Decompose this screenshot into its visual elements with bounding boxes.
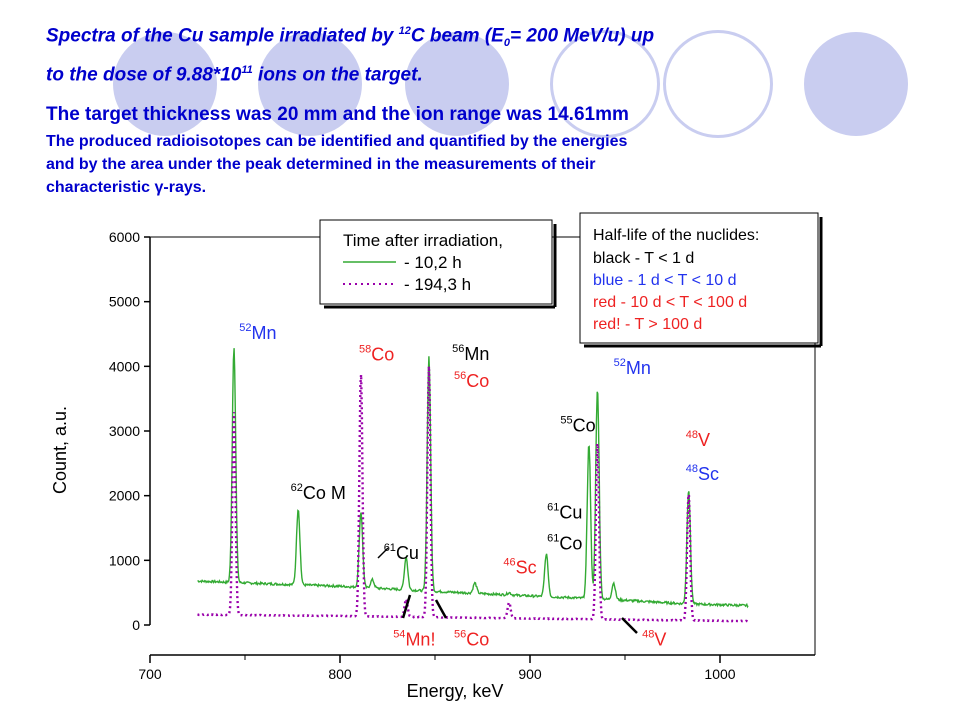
y-tick-label-4: 4000 — [109, 358, 140, 374]
legend-entry-1: - 10,2 h — [404, 253, 462, 272]
series-line-194h — [197, 366, 749, 623]
slide-title: Spectra of the Cu sample irradiated by 1… — [46, 25, 655, 86]
x-tick-label-0: 700 — [138, 666, 162, 682]
halflife-line-red: red - 10 d < T < 100 d — [593, 294, 747, 311]
legend-title: Time after irradiation, — [343, 231, 503, 250]
y-tick-label-6: 6000 — [109, 229, 140, 245]
y-axis-label: Count, a.u. — [50, 406, 70, 494]
decor-circle-1 — [113, 32, 217, 136]
pointer-56co — [434, 599, 448, 619]
halflife-title: Half-life of the nuclides: — [593, 227, 759, 244]
peak-annotation-7: 52Mn — [614, 357, 651, 378]
decor-circle-4 — [550, 30, 660, 138]
peak-annotation-15: 48V — [642, 629, 666, 650]
halflife-line-black: black - T < 1 d — [593, 250, 694, 267]
peak-annotation-11: 48V — [686, 429, 710, 450]
peak-annotation-9: 61Co — [547, 532, 582, 553]
peak-annotation-3: 61Cu — [384, 542, 419, 563]
x-tick-label-2: 900 — [518, 666, 542, 682]
y-tick-label-2: 2000 — [109, 488, 140, 504]
peak-annotation-12: 48Sc — [686, 463, 719, 484]
series-line-10h — [197, 348, 749, 609]
x-tick-label-3: 1000 — [704, 666, 735, 682]
halflife-box — [579, 212, 819, 344]
peak-annotation-5: 56Co — [454, 370, 489, 391]
peak-annotation-1: 62Co M — [291, 482, 346, 503]
slide-body-text: The produced radioisotopes can be identi… — [46, 133, 628, 196]
y-tick-label-0: 0 — [132, 617, 140, 633]
y-tick-label-1: 1000 — [109, 552, 140, 568]
decor-circle-2 — [258, 32, 362, 136]
pointer-54mn — [401, 594, 412, 619]
halflife-line-blue: blue - 1 d < T < 10 d — [593, 272, 737, 289]
decor-circle-6 — [804, 32, 908, 136]
peak-annotation-6: 55Co — [560, 415, 595, 436]
peak-annotation-8: 61Cu — [547, 501, 582, 522]
legend-entry-2: - 194,3 h — [404, 275, 471, 294]
peak-annotation-14: 56Co — [454, 629, 489, 650]
decor-circle-3 — [405, 32, 509, 136]
pointer-48v — [621, 617, 638, 634]
peak-annotation-0: 52Mn — [239, 322, 276, 343]
peak-annotation-10: 46Sc — [503, 556, 536, 577]
x-tick-label-1: 800 — [328, 666, 352, 682]
peak-annotation-13: 54Mn! — [393, 629, 435, 650]
peak-annotation-4: 56Mn — [452, 343, 489, 364]
pointer-61cu — [377, 547, 389, 559]
peak-annotation-2: 58Co — [359, 344, 394, 365]
halflife-line-red-bang: red! - T > 100 d — [593, 316, 702, 333]
y-tick-label-5: 5000 — [109, 294, 140, 310]
x-axis-label: Energy, keV — [407, 681, 504, 701]
decor-circle-5 — [663, 30, 773, 138]
y-tick-label-3: 3000 — [109, 423, 140, 439]
slide-subtitle: The target thickness was 20 mm and the i… — [46, 104, 629, 125]
